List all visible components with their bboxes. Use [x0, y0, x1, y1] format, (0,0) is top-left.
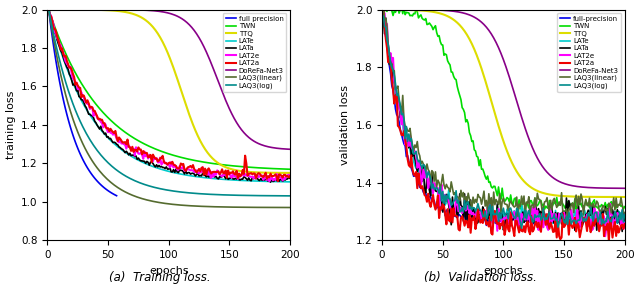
X-axis label: epochs: epochs: [149, 265, 189, 275]
X-axis label: epochs: epochs: [484, 265, 523, 275]
Y-axis label: training loss: training loss: [6, 91, 15, 159]
Text: (b)  Validation loss.: (b) Validation loss.: [424, 271, 536, 284]
Legend: full precision, TWN, TTQ, LATe, LATa, LAT2e, LAT2a, DoReFa-Net3, LAQ3(linear), L: full precision, TWN, TTQ, LATe, LATa, LA…: [223, 13, 287, 92]
Legend: full-precision, TWN, TTQ, LATe, LATa, LAT2e, LAT2a, DoReFa-Net3, LAQ3(linear), L: full-precision, TWN, TTQ, LATe, LATa, LA…: [557, 13, 621, 92]
Y-axis label: validation loss: validation loss: [340, 85, 350, 165]
Text: (a)  Training loss.: (a) Training loss.: [109, 271, 211, 284]
